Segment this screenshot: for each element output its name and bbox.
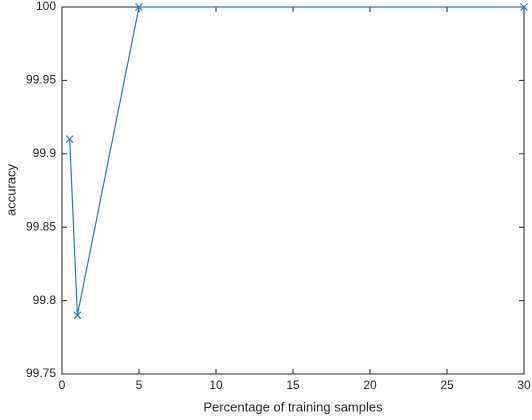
x-tick-label: 25 xyxy=(440,378,454,392)
y-tick-label: 99.85 xyxy=(26,219,56,233)
point-marker xyxy=(65,135,74,144)
x-tick-label: 30 xyxy=(517,378,531,392)
x-tick-label: 20 xyxy=(363,378,377,392)
x-tick-label: 15 xyxy=(286,378,300,392)
point-marker xyxy=(73,311,82,320)
point-marker xyxy=(520,3,528,11)
point-marker xyxy=(135,3,143,11)
series-line xyxy=(69,6,524,316)
y-tick-label: 99.75 xyxy=(26,366,56,380)
y-axis-label: accuracy xyxy=(3,163,18,216)
x-tick-label: 5 xyxy=(136,378,143,392)
y-tick-label: 99.9 xyxy=(33,146,57,160)
x-axis-label: Percentage of training samples xyxy=(203,399,383,414)
y-tick-label: 100 xyxy=(36,0,56,13)
x-tick-label: 0 xyxy=(59,378,66,392)
y-tick-label: 99.8 xyxy=(33,293,57,307)
y-tick-label: 99.95 xyxy=(26,73,56,87)
x-tick-label: 10 xyxy=(209,378,223,392)
